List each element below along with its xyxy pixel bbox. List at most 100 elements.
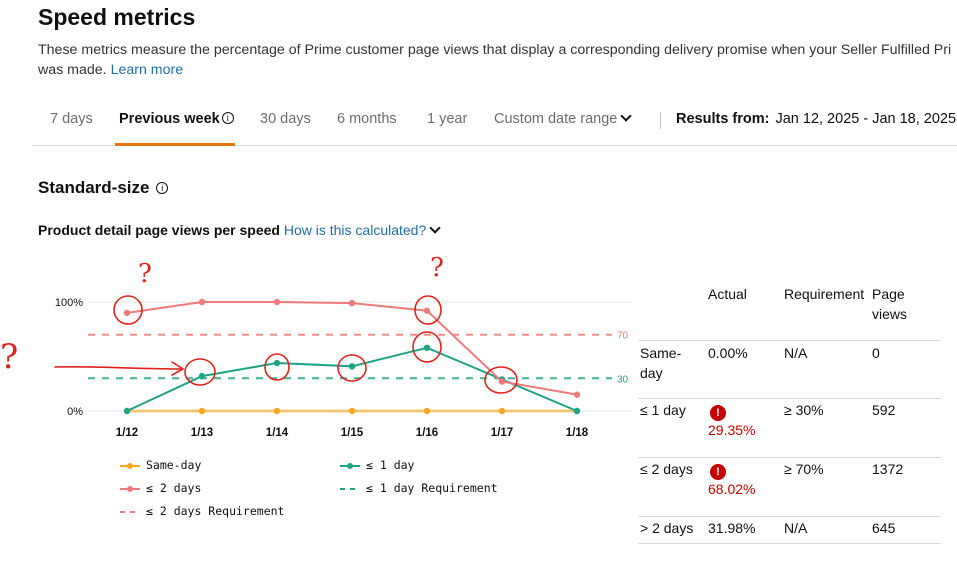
row-label: > 2 days xyxy=(640,520,694,536)
header-actual: Actual xyxy=(708,286,747,302)
series-line xyxy=(126,346,578,412)
y-tick-label: 0% xyxy=(67,406,83,418)
x-tick-label: 1/16 xyxy=(416,427,438,439)
data-point xyxy=(423,407,431,415)
legend-1-day-swatch xyxy=(340,462,360,469)
row-label: Same-day xyxy=(640,345,682,381)
legend-2-days-requirement-label: ≤ 2 days Requirement xyxy=(146,504,285,518)
date-range-tabs: 7 days Previous week i 30 days 6 months 1… xyxy=(32,100,957,146)
legend-2-days-swatch xyxy=(120,485,140,492)
legend-1-day[interactable]: ≤ 1 day xyxy=(340,458,414,472)
data-point xyxy=(423,307,431,314)
data-point xyxy=(498,407,506,415)
chart-subtitle-text: Product detail page views per speed xyxy=(38,222,280,238)
tab-7-days[interactable]: 7 days xyxy=(50,111,93,127)
row-page-views: 0 xyxy=(872,345,880,361)
how-calculated-link[interactable]: How is this calculated? xyxy=(283,222,441,238)
x-tick-label: 1/12 xyxy=(116,427,138,439)
info-icon[interactable]: i xyxy=(221,112,234,124)
chevron-down-icon xyxy=(620,110,632,122)
table-row: ≤ 2 days ! 68.02% ≥ 70% 1372 xyxy=(638,457,941,516)
description-line2: was made. Learn more xyxy=(38,60,957,80)
data-point xyxy=(198,407,206,415)
speed-line-chart: 100% 0% 1/12 1/13 1/14 1/15 1/16 1/17 1/18 30 70 xyxy=(55,297,632,439)
x-tick-label: 1/13 xyxy=(191,427,213,439)
x-tick-label: 1/15 xyxy=(341,427,364,439)
tab-30-days[interactable]: 30 days xyxy=(260,111,311,127)
data-point xyxy=(273,407,281,415)
header-page-views: Page views xyxy=(872,286,908,322)
row-requirement: ≥ 30% xyxy=(784,402,824,418)
row-actual: 29.35% xyxy=(708,422,756,438)
page-description: These metrics measure the percentage of … xyxy=(38,40,957,80)
threshold-label: 70 xyxy=(617,331,629,342)
legend-2-days-requirement[interactable]: ≤ 2 days Requirement xyxy=(120,504,284,518)
chart-legend: Same-day ≤ 1 day ≤ 2 days ≤ 1 day Requir… xyxy=(120,456,540,520)
chart-subtitle: Product detail page views per speed How … xyxy=(38,222,441,238)
legend-2-days[interactable]: ≤ 2 days xyxy=(120,481,201,495)
section-title-text: Standard-size xyxy=(38,178,150,197)
series-line xyxy=(126,301,578,396)
tab-custom-date-range[interactable]: Custom date range xyxy=(494,110,632,127)
info-icon[interactable]: i xyxy=(156,182,169,194)
data-point xyxy=(348,363,356,370)
row-requirement: N/A xyxy=(784,345,808,361)
legend-same-day-label: Same-day xyxy=(146,458,202,472)
data-point xyxy=(348,407,356,415)
data-point xyxy=(273,359,281,367)
data-point xyxy=(573,391,581,398)
row-label: ≤ 2 days xyxy=(640,461,693,477)
error-icon-mark: ! xyxy=(710,405,726,421)
row-requirement: N/A xyxy=(784,520,808,536)
section-title: Standard-size i xyxy=(38,178,169,198)
table-row: > 2 days 31.98% N/A 645 xyxy=(638,516,941,544)
description-line2-text: was made. xyxy=(38,62,107,78)
active-tab-indicator xyxy=(115,143,235,146)
row-actual: 31.98% xyxy=(708,520,756,536)
legend-1-day-label: ≤ 1 day xyxy=(366,458,415,472)
tab-1-year[interactable]: 1 year xyxy=(427,111,468,127)
data-point xyxy=(348,299,356,307)
chevron-down-icon xyxy=(429,222,441,234)
row-requirement: ≥ 70% xyxy=(784,461,824,477)
x-tick-label: 1/18 xyxy=(566,427,589,439)
row-actual: 0.00% xyxy=(708,345,748,361)
results-range: Results from: Jan 12, 2025 - Jan 18, 2025 xyxy=(676,111,956,127)
table-row: ≤ 1 day ! 29.35% ≥ 30% 592 xyxy=(638,398,941,457)
results-date-range: Jan 12, 2025 - Jan 18, 2025 xyxy=(775,111,957,127)
error-icon: ! xyxy=(710,401,726,421)
page-title: Speed metrics xyxy=(38,4,196,30)
data-point xyxy=(423,344,431,351)
data-point xyxy=(573,407,581,415)
x-tick-label: 1/17 xyxy=(491,427,513,439)
legend-2-days-requirement-swatch xyxy=(120,510,140,513)
data-point xyxy=(198,372,206,380)
legend-same-day-swatch xyxy=(120,462,140,469)
header-requirement: Requirement xyxy=(784,286,865,302)
data-point xyxy=(273,298,281,306)
tab-6-months[interactable]: 6 months xyxy=(337,111,397,127)
legend-1-day-requirement-label: ≤ 1 day Requirement xyxy=(366,481,498,495)
tab-previous-week[interactable]: Previous week i xyxy=(119,111,234,127)
row-label: ≤ 1 day xyxy=(640,402,686,418)
threshold-label: 30 xyxy=(617,374,629,385)
data-point xyxy=(123,309,131,317)
data-point xyxy=(498,378,506,385)
how-calculated-label: How is this calculated? xyxy=(283,222,427,238)
row-page-views: 592 xyxy=(872,402,896,418)
row-page-views: 1372 xyxy=(872,461,904,477)
results-label: Results from: xyxy=(676,111,770,127)
legend-2-days-label: ≤ 2 days xyxy=(146,481,202,495)
legend-same-day[interactable]: Same-day xyxy=(120,458,201,472)
learn-more-link[interactable]: Learn more xyxy=(110,62,184,78)
data-point xyxy=(123,407,131,415)
data-point xyxy=(198,298,206,306)
legend-1-day-requirement[interactable]: ≤ 1 day Requirement xyxy=(340,481,498,495)
table-row: Same-day 0.00% N/A 0 xyxy=(638,340,941,398)
description-line1: These metrics measure the percentage of … xyxy=(38,42,952,58)
error-icon-mark: ! xyxy=(710,464,726,480)
legend-1-day-requirement-swatch xyxy=(340,487,360,490)
y-tick-label: 100% xyxy=(55,297,83,309)
tab-custom-date-range-label: Custom date range xyxy=(494,111,618,127)
x-tick-label: 1/14 xyxy=(266,427,289,439)
